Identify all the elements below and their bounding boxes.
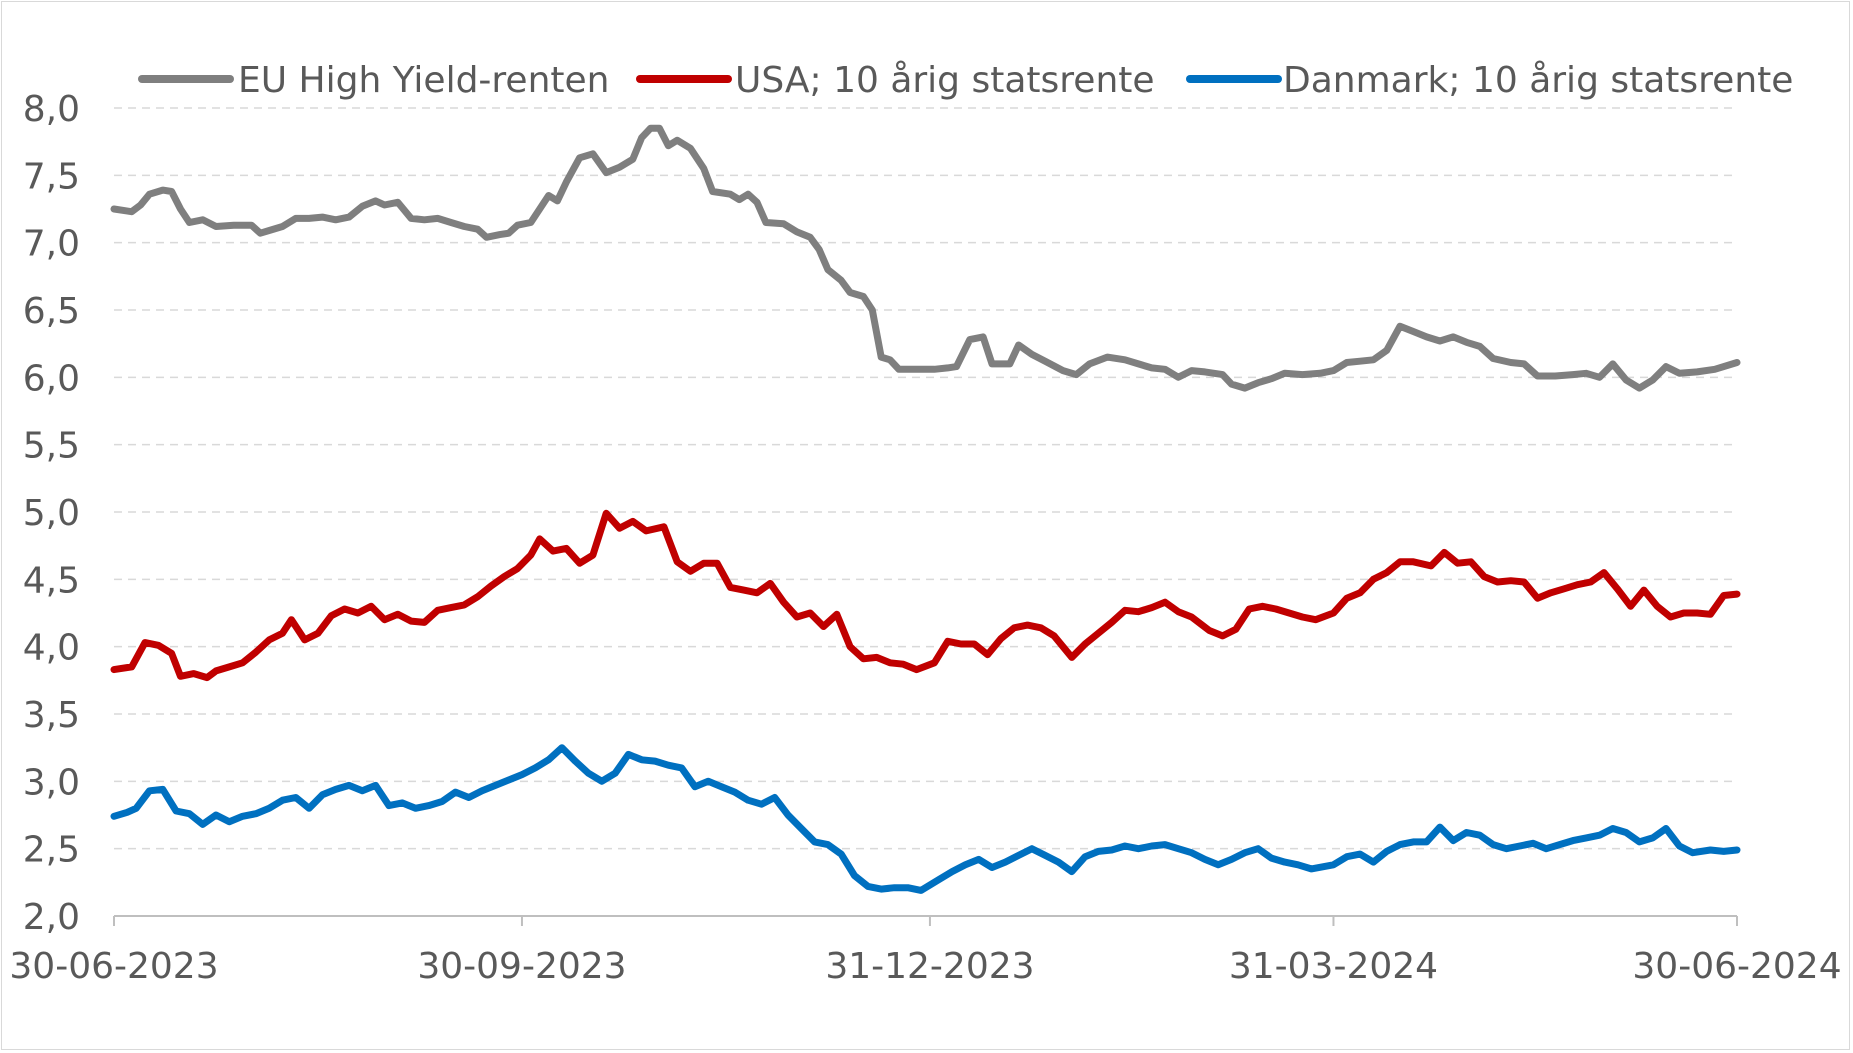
y-tick-label: 5,5 (23, 426, 80, 467)
series-line-usa (110, 509, 1741, 682)
y-tick-label: 2,0 (23, 897, 80, 938)
series-line-eu-high-yield (110, 124, 1741, 392)
gridlines (114, 107, 1737, 850)
y-tick-label: 3,0 (23, 762, 80, 803)
y-tick-label: 4,0 (23, 628, 80, 669)
legend-label-usa: USA; 10 årig statsrente (735, 60, 1155, 101)
x-tick-label: 31-12-2023 (825, 946, 1034, 987)
x-tick-label: 30-06-2023 (9, 946, 218, 987)
y-tick-label: 7,5 (23, 156, 80, 197)
x-tick-label: 31-03-2024 (1229, 946, 1438, 987)
y-tick-label: 3,5 (23, 695, 80, 736)
y-tick-label: 6,0 (23, 358, 80, 399)
y-tick-label: 7,0 (23, 224, 80, 265)
y-tick-label: 4,5 (23, 560, 80, 601)
legend-label-eu-high-yield: EU High Yield-renten (238, 60, 609, 101)
y-tick-label: 5,0 (23, 493, 80, 534)
y-tick-label: 6,5 (23, 291, 80, 332)
x-axis: 30-06-2023 30-09-2023 31-12-2023 31-03-2024… (9, 915, 1842, 987)
y-tick-label: 2,5 (23, 830, 80, 871)
series-lines (110, 124, 1741, 894)
series-line-danmark (110, 744, 1741, 894)
x-tick-label: 30-09-2023 (417, 946, 626, 987)
y-axis: 2,0 2,5 3,0 3,5 4,0 4,5 5,0 5,5 6,0 6,5 7,0 7,5 8,0 (23, 89, 80, 938)
legend-label-danmark: Danmark; 10 årig statsrente (1283, 60, 1793, 101)
x-tick-label: 30-06-2024 (1632, 946, 1841, 987)
legend: EU High Yield-renten USA; 10 årig statsr… (138, 60, 1793, 101)
y-tick-label: 8,0 (23, 89, 80, 130)
